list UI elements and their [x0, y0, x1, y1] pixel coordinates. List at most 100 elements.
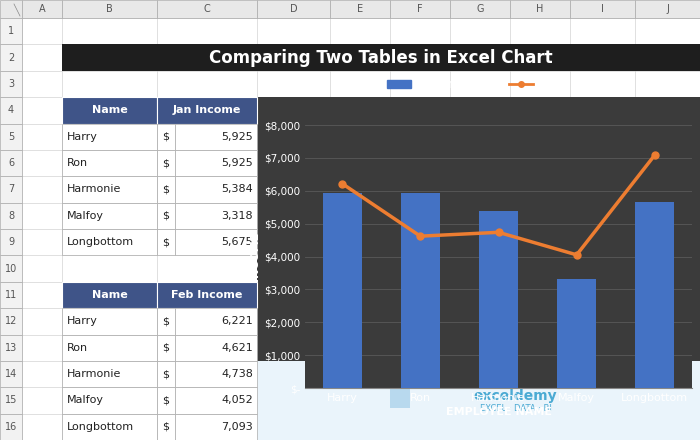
Bar — [62, 414, 157, 440]
Text: Harry: Harry — [67, 316, 98, 326]
Bar — [157, 229, 175, 255]
Bar — [22, 0, 62, 18]
Bar — [175, 229, 257, 255]
Text: I: I — [601, 4, 604, 14]
Text: 7: 7 — [8, 184, 14, 194]
Bar — [62, 308, 157, 334]
Text: 4,052: 4,052 — [221, 396, 253, 405]
Legend: Jan Income, Feb Income: Jan Income, Feb Income — [383, 73, 615, 95]
Bar — [636, 202, 674, 388]
Text: J: J — [666, 4, 669, 14]
Bar — [0, 44, 22, 71]
Text: H: H — [536, 4, 544, 14]
Bar — [390, 0, 450, 18]
Bar — [0, 229, 22, 255]
Text: 13: 13 — [5, 343, 17, 353]
X-axis label: EMPLOYEE NAME: EMPLOYEE NAME — [445, 407, 552, 417]
Text: Malfoy: Malfoy — [67, 211, 104, 221]
Text: $: $ — [162, 158, 169, 168]
Bar — [401, 193, 440, 388]
Bar — [0, 176, 22, 203]
Bar — [157, 387, 175, 414]
Bar — [390, 389, 410, 408]
Text: $: $ — [162, 343, 169, 353]
Bar — [62, 124, 157, 150]
Bar — [0, 97, 22, 124]
Bar — [62, 334, 157, 361]
Bar — [479, 211, 518, 388]
Text: Ron: Ron — [67, 343, 88, 353]
Bar — [157, 97, 257, 124]
Text: 7,093: 7,093 — [221, 422, 253, 432]
Bar — [635, 0, 700, 18]
Text: 4,621: 4,621 — [221, 343, 253, 353]
Text: 2: 2 — [8, 52, 14, 62]
Bar — [0, 387, 22, 414]
Bar — [0, 414, 22, 440]
Text: Longbottom: Longbottom — [67, 237, 134, 247]
Bar — [62, 150, 157, 176]
Text: Jan Income: Jan Income — [173, 105, 242, 115]
Bar — [175, 361, 257, 387]
Y-axis label: INCOME: INCOME — [250, 232, 260, 281]
Text: 5,675: 5,675 — [221, 237, 253, 247]
Bar — [157, 308, 175, 334]
Text: Ron: Ron — [67, 158, 88, 168]
Bar — [62, 203, 157, 229]
Text: B: B — [106, 4, 113, 14]
Bar — [0, 334, 22, 361]
Bar — [557, 279, 596, 388]
Bar — [0, 71, 22, 97]
Text: A: A — [38, 4, 46, 14]
Bar — [0, 282, 22, 308]
Bar — [62, 44, 700, 71]
Bar — [157, 203, 175, 229]
Text: Malfoy: Malfoy — [67, 396, 104, 405]
Text: Harry: Harry — [67, 132, 98, 142]
Text: 4: 4 — [8, 105, 14, 115]
Text: $: $ — [162, 211, 169, 221]
Text: 14: 14 — [5, 369, 17, 379]
Text: Name: Name — [92, 290, 127, 300]
Bar — [0, 18, 22, 44]
Text: G: G — [476, 4, 484, 14]
Bar — [62, 229, 157, 255]
Text: 11: 11 — [5, 290, 17, 300]
Text: 6,221: 6,221 — [221, 316, 253, 326]
Bar — [157, 282, 257, 308]
Text: exceldemy: exceldemy — [474, 389, 557, 403]
Text: C: C — [204, 4, 211, 14]
Bar — [175, 308, 257, 334]
Bar — [157, 176, 175, 203]
Text: 3: 3 — [8, 79, 14, 89]
Bar — [257, 97, 700, 440]
Text: $: $ — [162, 132, 169, 142]
Bar — [175, 334, 257, 361]
Bar — [450, 0, 510, 18]
Bar — [0, 150, 22, 176]
Text: 10: 10 — [5, 264, 17, 274]
Bar — [62, 387, 157, 414]
Bar — [175, 387, 257, 414]
Text: Harmonie: Harmonie — [67, 369, 121, 379]
Text: Feb Income: Feb Income — [172, 290, 243, 300]
Bar — [0, 124, 22, 150]
Bar — [62, 176, 157, 203]
Text: 3,318: 3,318 — [221, 211, 253, 221]
Bar — [175, 414, 257, 440]
Text: 5,384: 5,384 — [221, 184, 253, 194]
Bar — [62, 361, 157, 387]
Bar — [62, 97, 157, 124]
Text: 16: 16 — [5, 422, 17, 432]
Bar — [257, 0, 330, 18]
Bar — [0, 0, 22, 18]
Text: EXCEL · DATA · BI: EXCEL · DATA · BI — [480, 404, 552, 413]
Text: F: F — [417, 4, 423, 14]
Bar — [157, 150, 175, 176]
Bar — [175, 176, 257, 203]
Bar — [157, 414, 175, 440]
Bar — [323, 193, 362, 388]
Bar — [0, 255, 22, 282]
Text: E: E — [357, 4, 363, 14]
Text: 6: 6 — [8, 158, 14, 168]
